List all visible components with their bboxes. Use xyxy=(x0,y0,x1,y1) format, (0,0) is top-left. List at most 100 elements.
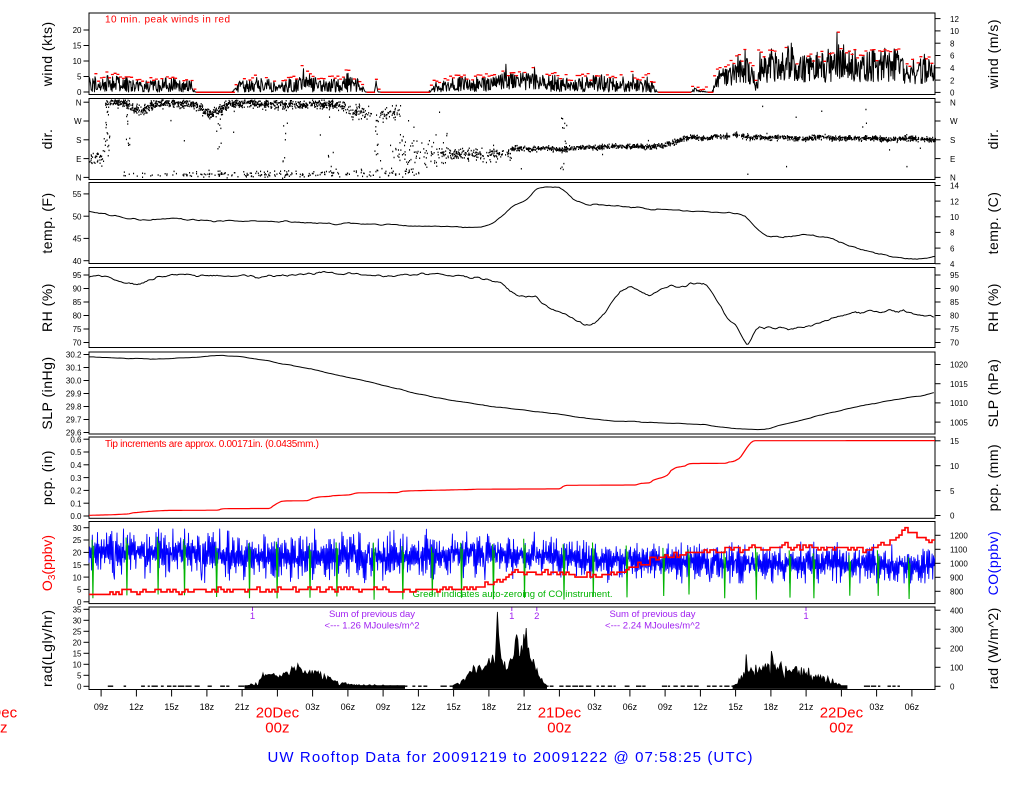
svg-text:21Dec: 21Dec xyxy=(538,705,582,722)
svg-text:SLP (inHg): SLP (inHg) xyxy=(39,356,55,429)
svg-text:1: 1 xyxy=(250,611,255,622)
svg-text:2: 2 xyxy=(534,611,539,622)
svg-text:30.1: 30.1 xyxy=(66,364,82,373)
svg-text:UW Rooftop Data for 20091219: UW Rooftop Data for 20091219 to 20091222… xyxy=(268,749,753,766)
svg-text:20: 20 xyxy=(73,549,82,558)
svg-text:10: 10 xyxy=(73,661,82,670)
svg-text:CO(ppbv): CO(ppbv) xyxy=(985,531,1001,596)
svg-text:10: 10 xyxy=(950,213,959,222)
svg-text:03z: 03z xyxy=(869,702,884,712)
svg-text:00z: 00z xyxy=(265,720,289,737)
svg-text:06z: 06z xyxy=(341,702,356,712)
svg-text:1015: 1015 xyxy=(950,380,968,389)
svg-text:5: 5 xyxy=(77,73,82,82)
svg-text:400: 400 xyxy=(950,606,964,615)
svg-text:21z: 21z xyxy=(799,702,814,712)
svg-text:00z: 00z xyxy=(0,720,7,737)
svg-text:15: 15 xyxy=(950,437,959,446)
svg-text:pcp. (in): pcp. (in) xyxy=(39,450,55,505)
svg-text:N: N xyxy=(76,174,82,183)
svg-text:6: 6 xyxy=(950,244,955,253)
svg-text:90: 90 xyxy=(73,285,82,294)
svg-text:15: 15 xyxy=(73,650,82,659)
svg-text:1005: 1005 xyxy=(950,418,968,427)
svg-text:29.8: 29.8 xyxy=(66,403,82,412)
svg-text:21z: 21z xyxy=(235,702,250,712)
svg-text:00z: 00z xyxy=(547,720,571,737)
svg-text:03z: 03z xyxy=(587,702,602,712)
svg-text:<--- 2.24 MJoules/m^2: <--- 2.24 MJoules/m^2 xyxy=(605,621,700,632)
svg-text:80: 80 xyxy=(73,312,82,321)
svg-text:E: E xyxy=(76,155,81,164)
svg-text:03z: 03z xyxy=(305,702,320,712)
svg-text:RH (%): RH (%) xyxy=(39,283,55,332)
svg-text:N: N xyxy=(950,174,956,183)
svg-text:1010: 1010 xyxy=(950,399,968,408)
svg-text:15z: 15z xyxy=(164,702,179,712)
svg-text:0.5: 0.5 xyxy=(70,448,82,457)
svg-text:90: 90 xyxy=(950,285,959,294)
svg-text:800: 800 xyxy=(950,588,964,597)
svg-text:20Dec: 20Dec xyxy=(256,705,300,722)
svg-text:S: S xyxy=(950,136,955,145)
svg-text:dir.: dir. xyxy=(985,129,1001,150)
svg-text:10: 10 xyxy=(950,462,959,471)
svg-text:rad(Lgly/hr): rad(Lgly/hr) xyxy=(39,609,55,687)
svg-text:5: 5 xyxy=(950,487,955,496)
svg-text:29.9: 29.9 xyxy=(66,390,82,399)
svg-text:12z: 12z xyxy=(693,702,708,712)
svg-text:Tip increments are approx. 0.0: Tip increments are approx. 0.00171in. (0… xyxy=(105,439,319,450)
svg-text:wind (kts): wind (kts) xyxy=(39,21,55,87)
svg-text:12z: 12z xyxy=(129,702,144,712)
svg-text:15z: 15z xyxy=(446,702,461,712)
svg-text:75: 75 xyxy=(950,325,959,334)
svg-text:0.1: 0.1 xyxy=(70,499,82,508)
svg-text:2: 2 xyxy=(950,76,955,85)
svg-text:95: 95 xyxy=(73,271,82,280)
svg-text:35: 35 xyxy=(73,606,82,615)
svg-text:100: 100 xyxy=(950,664,964,673)
svg-text:40: 40 xyxy=(73,257,82,266)
svg-text:18z: 18z xyxy=(200,702,215,712)
svg-text:300: 300 xyxy=(950,625,964,634)
svg-text:14: 14 xyxy=(950,182,959,191)
svg-text:temp. (F): temp. (F) xyxy=(39,192,55,253)
svg-text:dir.: dir. xyxy=(39,129,55,150)
svg-text:4: 4 xyxy=(950,260,955,269)
svg-text:12: 12 xyxy=(950,197,959,206)
svg-text:18z: 18z xyxy=(764,702,779,712)
svg-text:N: N xyxy=(950,98,956,107)
svg-text:rad (W/m^2): rad (W/m^2) xyxy=(985,607,1001,689)
svg-text:1: 1 xyxy=(803,611,808,622)
svg-text:30.0: 30.0 xyxy=(66,377,82,386)
svg-text:30: 30 xyxy=(73,617,82,626)
svg-text:5: 5 xyxy=(77,672,82,681)
svg-text:0: 0 xyxy=(950,683,955,692)
svg-text:12: 12 xyxy=(950,15,959,24)
svg-text:8: 8 xyxy=(950,229,955,238)
svg-text:06z: 06z xyxy=(623,702,638,712)
svg-text:W: W xyxy=(74,117,82,126)
svg-text:1100: 1100 xyxy=(950,546,968,555)
svg-text:55: 55 xyxy=(73,190,82,199)
svg-text:20: 20 xyxy=(73,639,82,648)
svg-text:22Dec: 22Dec xyxy=(820,705,864,722)
svg-text:wind (m/s): wind (m/s) xyxy=(985,19,1001,90)
svg-text:10: 10 xyxy=(950,27,959,36)
svg-text:0.3: 0.3 xyxy=(70,474,82,483)
svg-text:S: S xyxy=(76,136,81,145)
svg-text:SLP (hPa): SLP (hPa) xyxy=(985,359,1001,428)
svg-text:85: 85 xyxy=(950,298,959,307)
svg-text:Sum of previous day: Sum of previous day xyxy=(610,609,696,620)
svg-text:75: 75 xyxy=(73,325,82,334)
svg-text:95: 95 xyxy=(950,271,959,280)
svg-text:pcp. (mm): pcp. (mm) xyxy=(985,444,1001,512)
svg-text:29.7: 29.7 xyxy=(66,416,82,425)
svg-text:0: 0 xyxy=(77,88,82,97)
svg-text:1200: 1200 xyxy=(950,532,968,541)
svg-text:5: 5 xyxy=(77,586,82,595)
svg-text:85: 85 xyxy=(73,298,82,307)
svg-text:0: 0 xyxy=(950,89,955,98)
svg-text:<--- 1.26 MJoules/m^2: <--- 1.26 MJoules/m^2 xyxy=(325,621,420,632)
svg-text:45: 45 xyxy=(73,235,82,244)
